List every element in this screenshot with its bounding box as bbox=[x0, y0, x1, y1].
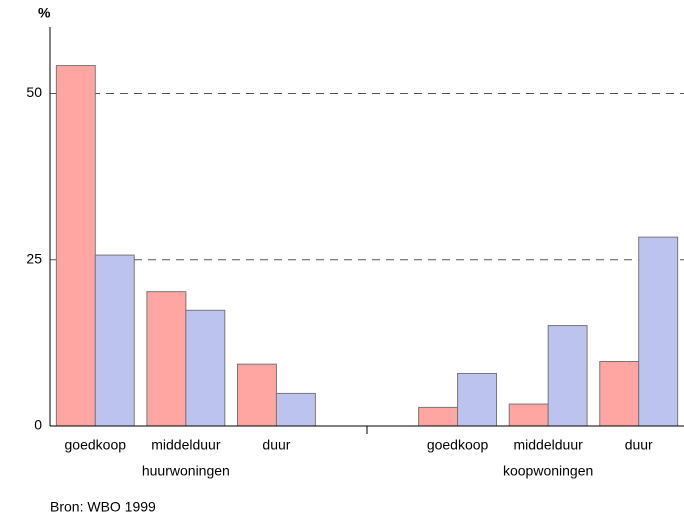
bar bbox=[638, 236, 679, 427]
y-tick-label: 50 bbox=[26, 84, 42, 100]
y-tick-label: 25 bbox=[26, 250, 42, 266]
bar bbox=[275, 392, 316, 427]
y-axis-label: % bbox=[38, 5, 51, 21]
bar bbox=[146, 291, 187, 427]
bar bbox=[55, 65, 96, 427]
x-tick-label: goedkoop bbox=[65, 437, 127, 453]
bar bbox=[236, 363, 277, 427]
x-tick-label: middelduur bbox=[151, 437, 221, 453]
group-label: huurwoningen bbox=[142, 463, 230, 479]
y-tick-label: 0 bbox=[34, 417, 42, 433]
x-tick-label: goedkoop bbox=[427, 437, 489, 453]
bar bbox=[599, 360, 640, 427]
group-label: koopwoningen bbox=[503, 463, 593, 479]
x-tick-label: middelduur bbox=[514, 437, 584, 453]
bar bbox=[547, 325, 588, 427]
bar bbox=[418, 406, 459, 427]
x-tick-label: duur bbox=[262, 437, 290, 453]
source: Bron: WBO 1999 bbox=[50, 499, 156, 515]
bar bbox=[94, 254, 135, 427]
x-tick-label: duur bbox=[625, 437, 653, 453]
bar bbox=[185, 309, 226, 427]
bar bbox=[508, 403, 549, 427]
bar bbox=[457, 372, 498, 427]
